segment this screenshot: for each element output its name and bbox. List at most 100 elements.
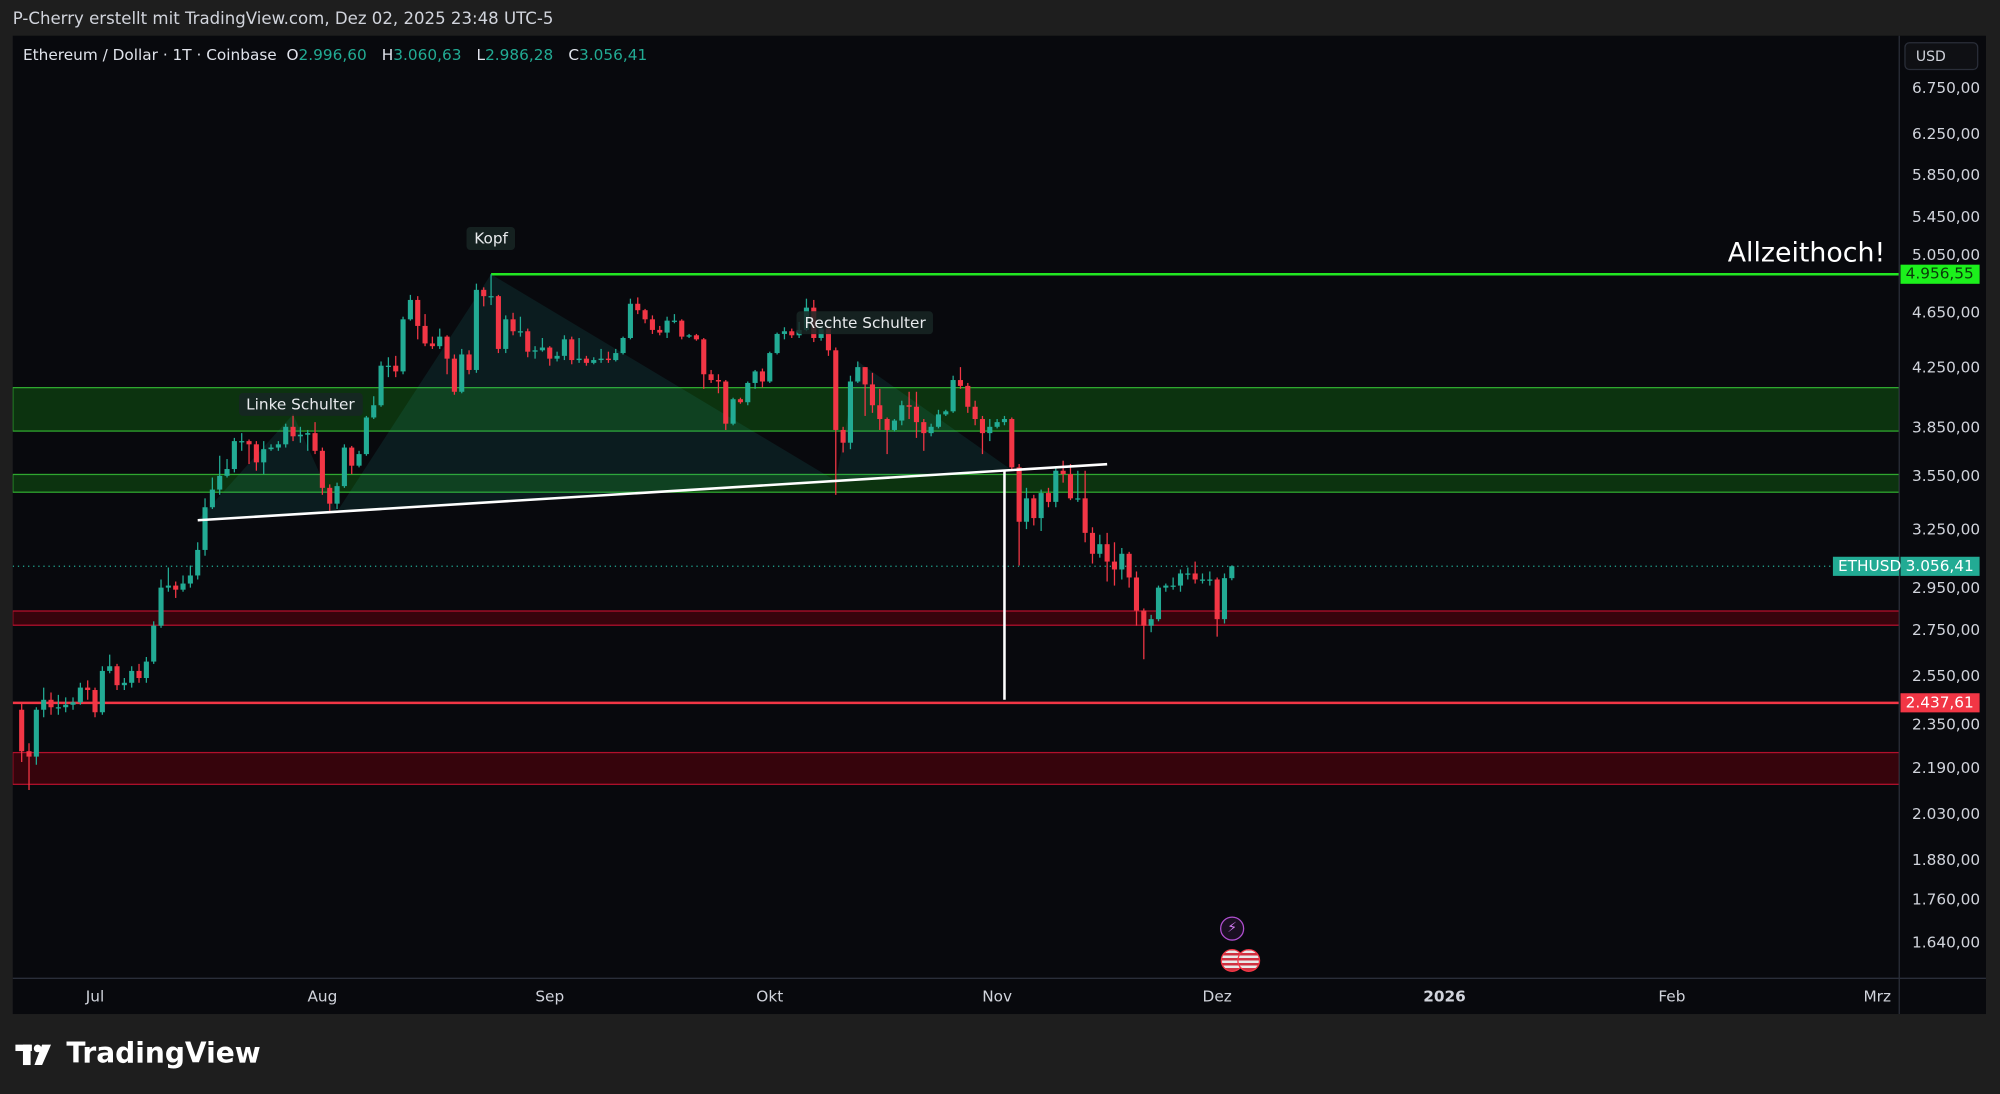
price-tick-label: 4.250,00: [1911, 358, 1981, 377]
candle-body: [877, 405, 883, 420]
candle-body: [319, 450, 325, 488]
price-tick-label: 5.450,00: [1911, 207, 1981, 226]
candle-body: [99, 670, 105, 713]
candle-body: [378, 365, 384, 406]
candle-body: [261, 449, 267, 463]
candle-body: [283, 426, 289, 445]
candle-body: [77, 687, 83, 703]
candle-body: [1148, 619, 1154, 626]
time-tick-label: Nov: [982, 987, 1013, 1006]
currency-button[interactable]: USD: [1904, 42, 1979, 71]
candle-body: [833, 350, 839, 430]
candle-body: [664, 320, 670, 333]
candle-body: [121, 682, 127, 686]
candle-body: [275, 444, 281, 448]
candle-body: [921, 422, 927, 434]
candle-body: [1221, 578, 1228, 620]
candle-body: [598, 358, 604, 361]
candle-body: [943, 411, 949, 415]
candle-body: [85, 687, 91, 691]
red-zone: [12, 610, 1900, 626]
candle-body: [429, 343, 435, 347]
candle-body: [745, 382, 751, 403]
lightning-event-icon[interactable]: ⚡: [1220, 916, 1245, 941]
candle-body: [987, 426, 993, 434]
candle-body: [363, 417, 369, 455]
time-tick-label: Aug: [307, 987, 338, 1006]
price-tick-label: 5.050,00: [1911, 245, 1981, 264]
candle-body: [48, 699, 54, 708]
candle-body: [297, 434, 303, 437]
time-tick-label: 2026: [1423, 987, 1466, 1006]
candle-body: [371, 405, 377, 418]
chart-panel[interactable]: [12, 35, 1986, 1015]
candle-body: [891, 420, 898, 430]
candle-body: [268, 447, 274, 450]
candle-body: [1119, 553, 1125, 570]
candle-body: [231, 441, 237, 470]
candle-body: [1097, 544, 1103, 554]
candle-body: [591, 360, 597, 363]
candle-body: [583, 358, 589, 363]
price-tick-label: 2.550,00: [1911, 666, 1981, 685]
candle-body: [451, 358, 457, 392]
price-tick-label: 1.640,00: [1911, 933, 1981, 952]
candle-body: [752, 371, 758, 383]
candle-body: [173, 585, 179, 590]
candle-body: [466, 354, 472, 370]
close-label: C: [568, 45, 580, 64]
candle-body: [1207, 579, 1213, 581]
candle-body: [759, 371, 765, 382]
candle-body: [393, 365, 399, 372]
candle-body: [965, 385, 971, 407]
candle-body: [407, 299, 413, 320]
candle-body: [422, 325, 428, 344]
candle-body: [1111, 561, 1118, 570]
candle-body: [642, 310, 648, 320]
candle-body: [1016, 467, 1022, 522]
time-tick-label: Mrz: [1863, 987, 1892, 1006]
pattern-label: Kopf: [466, 226, 516, 250]
candle-body: [503, 319, 509, 349]
candle-body: [1060, 470, 1066, 475]
candle-body: [1192, 573, 1198, 580]
candle-body: [928, 426, 934, 434]
candle-body: [576, 358, 582, 361]
candle-body: [532, 350, 538, 352]
candle-body: [979, 419, 986, 434]
candle-body: [730, 399, 736, 424]
candle-body: [715, 380, 721, 382]
candle-body: [1133, 577, 1140, 611]
candle-body: [114, 666, 120, 686]
candle-body: [525, 331, 531, 352]
candle-body: [840, 429, 846, 443]
candle-body: [1155, 587, 1162, 620]
candle-body: [415, 299, 421, 326]
candle-body: [693, 335, 699, 340]
low-value: 2.986,28: [485, 45, 554, 64]
candle-body: [994, 422, 1000, 427]
candle-body: [862, 367, 868, 385]
low-label: L: [476, 45, 486, 64]
ath-annotation: Allzeithoch!: [1727, 237, 1886, 268]
candle-body: [686, 335, 692, 337]
time-tick-label: Jul: [85, 987, 105, 1006]
open-label: O: [286, 45, 299, 64]
candle-body: [459, 354, 465, 392]
candle-body: [847, 381, 853, 443]
credit-line: P-Cherry erstellt mit TradingView.com, D…: [12, 10, 554, 30]
candle-body: [906, 405, 912, 407]
candle-body: [290, 426, 296, 437]
candle-body: [767, 353, 773, 382]
candle-body: [899, 405, 905, 421]
candle-body: [884, 419, 890, 430]
candle-body: [334, 486, 340, 504]
us-flag-event-icon[interactable]: [1237, 948, 1261, 972]
candle-body: [70, 702, 76, 705]
candle-body: [63, 704, 69, 708]
candle-body: [1045, 493, 1052, 502]
symbol-legend[interactable]: Ethereum / Dollar · 1T · Coinbase O2.996…: [23, 46, 657, 64]
candle-body: [627, 303, 633, 338]
